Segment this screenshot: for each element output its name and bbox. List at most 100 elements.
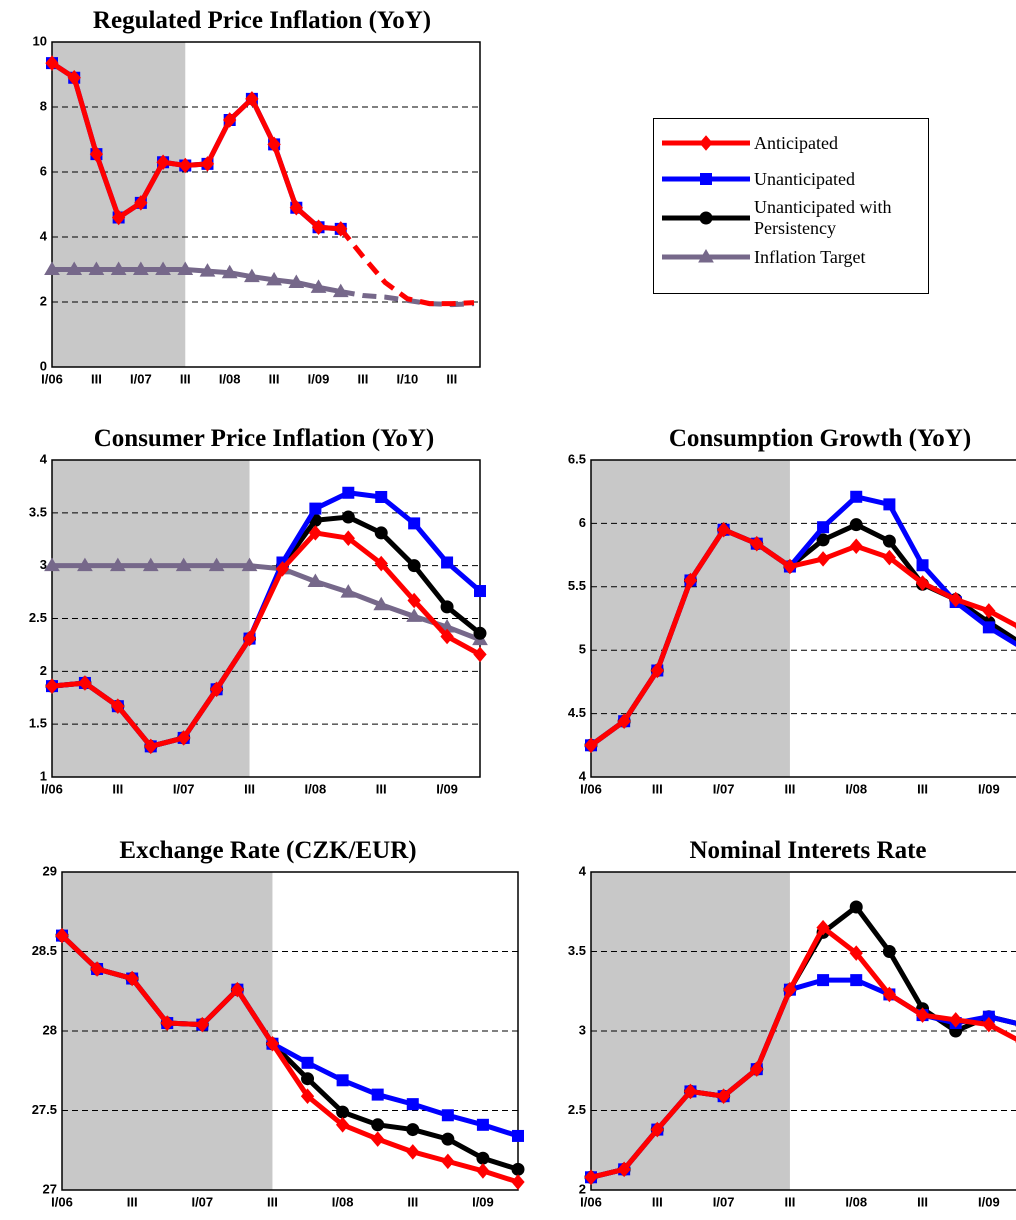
legend-swatch [662,135,750,151]
x-tick-label: III [652,781,663,796]
x-tick-label: I/10 [397,371,419,386]
legend: Anticipated Unanticipated Unanticipated wi… [653,118,929,294]
legend-marker [699,211,713,225]
marker [375,490,388,503]
marker [716,1088,731,1104]
marker [301,1056,314,1069]
marker [341,530,355,546]
legend-label: Anticipated [754,132,838,153]
marker [617,1161,631,1178]
x-tick-label: III [917,1194,928,1209]
marker [308,525,323,541]
marker [584,1169,598,1186]
y-tick-label: 4.5 [568,705,586,720]
marker [512,1129,524,1142]
marker [342,486,355,499]
x-tick-label: III [785,1194,796,1209]
series-line [51,530,482,749]
marker [195,1016,209,1033]
y-tick-label: 5.5 [568,578,586,593]
marker [77,557,93,572]
marker [441,1109,454,1122]
marker [817,974,830,987]
legend-marker [700,173,712,185]
marker [441,1153,455,1170]
y-tick-label: 1.5 [29,716,47,731]
y-tick-label: 10 [33,33,47,48]
chart-title: Consumer Price Inflation (YoY) [94,425,434,452]
x-tick-label: I/07 [713,1194,735,1209]
marker [440,628,454,645]
legend-label: Unanticipated with Persistency [754,197,892,238]
plot-frame [590,871,1016,1191]
marker [476,1163,490,1179]
marker [44,557,60,572]
x-tick-label: I/07 [173,781,195,796]
marker [335,1117,350,1133]
legend-swatch [662,173,750,185]
y-tick-label: 3.5 [568,943,586,958]
marker [177,730,191,746]
x-tick-label: I/07 [191,1194,213,1209]
marker [683,1083,698,1100]
x-tick-label: III [269,371,280,386]
series-line [60,933,519,1185]
y-tick-label: 2.5 [29,610,47,625]
x-tick-label: III [244,781,255,796]
marker [78,675,92,691]
legend-label: Unanticipated [754,168,855,189]
marker [476,1151,490,1165]
marker [311,219,326,236]
series-line-projection [338,227,475,307]
marker [90,961,104,977]
marker [406,1123,420,1137]
y-tick-label: 1 [40,768,47,783]
marker [156,154,170,171]
marker [683,572,698,589]
marker [275,561,290,577]
marker [288,274,305,288]
marker [883,498,896,511]
marker [850,974,863,987]
x-tick-label: III [267,1194,278,1209]
marker [45,55,59,71]
marker [849,518,863,532]
marker [336,1105,350,1119]
marker [221,264,238,279]
x-tick-label: III [127,1194,138,1209]
marker [584,737,598,754]
y-tick-label: 4 [40,451,48,466]
chart: Exchange Rate (CZK/EUR) 27 27.5 28 28.5 29 I/0… [32,837,525,1209]
marker [177,261,194,275]
marker [473,646,487,663]
y-tick-label: 27.5 [32,1102,57,1117]
marker [916,559,929,572]
legend-swatch [662,211,750,225]
chart: Regulated Price Inflation (YoY) 0 2 4 6 8 10 I/… [33,7,481,386]
chart-title: Exchange Rate (CZK/EUR) [119,837,416,864]
y-tick-label: 2.5 [568,1102,586,1117]
marker [476,1118,489,1131]
x-tick-label: I/06 [51,1194,73,1209]
y-tick-label: 29 [43,863,57,878]
marker [88,261,105,275]
y-tick-label: 2 [40,293,47,308]
y-tick-label: 3 [40,557,47,572]
shaded-region [52,460,250,777]
plot-frame [51,459,481,778]
series-line [589,527,1016,748]
y-tick-label: 2 [579,1181,586,1196]
y-tick-label: 3.5 [29,504,47,519]
marker [750,1061,764,1077]
marker [45,678,59,694]
marker [67,69,81,86]
legend-label: Inflation Target [754,246,866,267]
marker [134,195,148,211]
marker [982,1016,996,1033]
marker [750,535,764,552]
marker [89,146,104,162]
marker [340,584,357,598]
marker [816,533,830,547]
marker [511,1162,525,1176]
marker [110,261,127,275]
